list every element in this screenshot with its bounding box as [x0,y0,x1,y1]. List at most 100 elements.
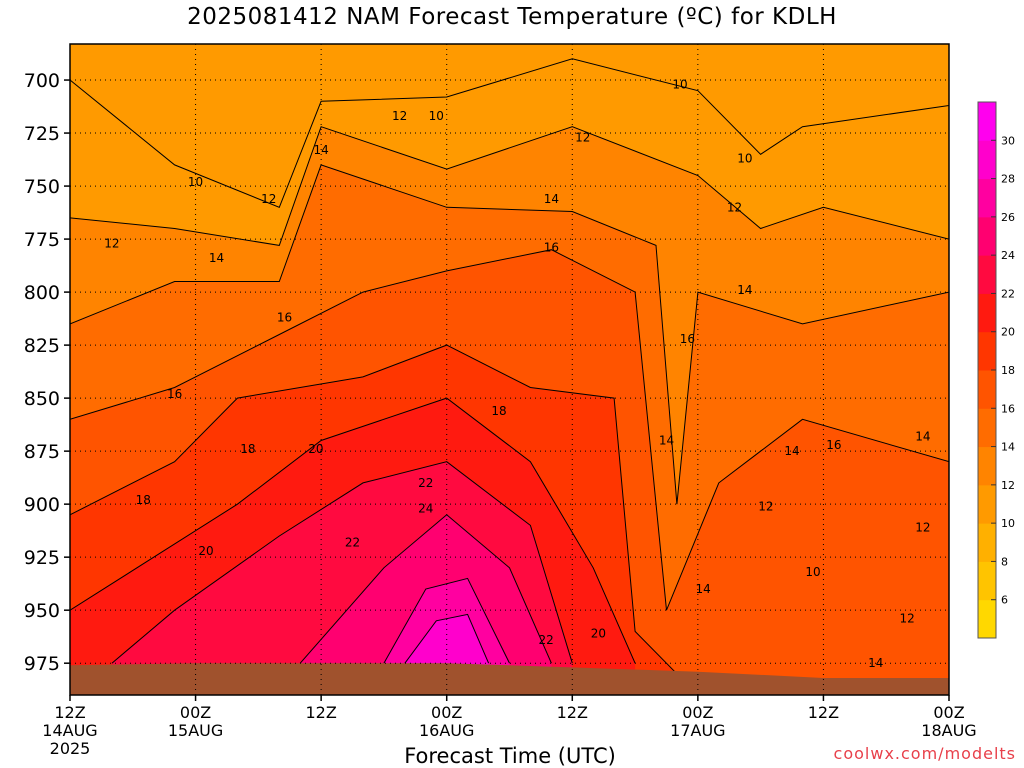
colorbar-swatch [978,216,996,256]
contour-label: 20 [308,442,323,456]
contour-label: 14 [314,143,329,157]
terrain-fill [70,663,949,695]
contour-label: 18 [240,442,255,456]
contour-label: 12 [900,612,915,626]
colorbar-tick-label: 28 [1001,173,1015,186]
contour-label: 12 [104,236,119,250]
contour-label: 10 [188,175,203,189]
contour-label: 16 [167,387,182,401]
colorbar-swatch [978,140,996,180]
x-tick-label: 12Z [808,703,839,722]
x-tick-label: 12Z [54,703,85,722]
contour-label: 18 [136,493,151,507]
terrain [70,663,949,695]
colorbar-swatch [978,178,996,218]
colorbar-tick-label: 12 [1001,479,1015,492]
contour-label: 12 [727,200,742,214]
contour-label: 16 [680,332,695,346]
contour-label: 10 [672,77,687,91]
colorbar-swatch [978,255,996,294]
colorbar-tick-label: 8 [1001,555,1008,568]
colorbar-swatch [978,331,996,371]
colorbar-tick-label: 30 [1001,134,1015,147]
contour-label: 12 [758,499,773,513]
y-tick-label: 825 [24,335,60,357]
contour-label: 14 [544,192,559,206]
colorbar-tick-label: 26 [1001,211,1015,224]
x-tick-label: 00Z [682,703,713,722]
contour-line-28 [404,613,490,664]
colorbar-tick-label: 14 [1001,441,1015,454]
y-axis: 700 725 750 775 800 825 850 875 900 925 950 975 [24,70,70,675]
x-tick-label: 00Z [180,703,211,722]
contour-line-22 [111,461,573,664]
contour-line-12 [70,126,949,246]
y-tick-label: 875 [24,441,60,463]
x-axis-label: Forecast Time (UTC) [404,744,616,768]
colorbar-swatch [978,446,996,486]
contour-label: 10 [805,565,820,579]
contour-label: 14 [209,251,224,265]
contour-line-10 [70,58,949,208]
contour-label: 12 [392,109,407,123]
contour-line-20 [70,397,636,664]
contour-line-16 [70,249,949,611]
contour-label: 20 [198,544,213,558]
colorbar-tick-label: 20 [1001,326,1015,339]
y-tick-label: 775 [24,229,60,251]
x-tick-label: 12Z [557,703,588,722]
contour-label: 14 [915,429,930,443]
colorbar-tick-label: 22 [1001,287,1015,300]
contour-label: 24 [418,501,433,515]
y-tick-label: 800 [24,282,60,304]
contour-line-14 [70,164,949,505]
y-tick-label: 900 [24,494,60,516]
chart-title: 2025081412 NAM Forecast Temperature (ºC)… [187,4,837,30]
contour-label: 16 [544,241,559,255]
contour-label: 10 [737,152,752,166]
contour-label: 22 [538,633,553,647]
contour-line-26 [383,577,510,664]
y-tick-label: 750 [24,176,60,198]
source-credit: coolwx.com/modelts [833,744,1016,763]
contour-label: 20 [591,627,606,641]
colorbar-swatch [978,293,996,333]
y-tick-label: 925 [24,547,60,569]
contour-label: 22 [345,535,360,549]
colorbar-tick-label: 18 [1001,364,1015,377]
contour-label: 16 [826,438,841,452]
plot-frame [69,43,950,696]
x-tick-date: 18AUG [921,721,976,740]
contour-label: 14 [737,283,752,297]
contour-line-18 [70,344,678,675]
x-tick-date: 17AUG [670,721,725,740]
contour-label: 18 [491,404,506,418]
x-tick-label: 12Z [305,703,336,722]
contour-label: 22 [418,476,433,490]
contour-label: 14 [784,444,799,458]
x-tick-label: 00Z [933,703,964,722]
colorbar-swatch [978,408,996,448]
contour-label: 10 [429,109,444,123]
x-tick-date: 16AUG [419,721,474,740]
colorbar-swatch [978,561,996,601]
colorbar-tick-label: 6 [1001,594,1008,607]
colorbar-swatch [978,370,996,409]
contour-label: 12 [261,192,276,206]
contour-label: 14 [659,434,674,448]
colorbar-swatch [978,599,996,639]
colorbar-tick-label: 16 [1001,402,1015,415]
y-tick-label: 700 [24,70,60,92]
colorbar-tick-label: 24 [1001,249,1015,262]
colorbar-swatch [978,484,996,524]
contour-label: 12 [915,520,930,534]
y-tick-label: 725 [24,123,60,145]
y-tick-label: 975 [24,653,60,675]
x-tick-date: 15AUG [168,721,223,740]
x-tick-year: 2025 [50,739,91,758]
x-tick-label: 00Z [431,703,462,722]
contour-label: 16 [277,311,292,325]
x-tick-date: 14AUG [42,721,97,740]
